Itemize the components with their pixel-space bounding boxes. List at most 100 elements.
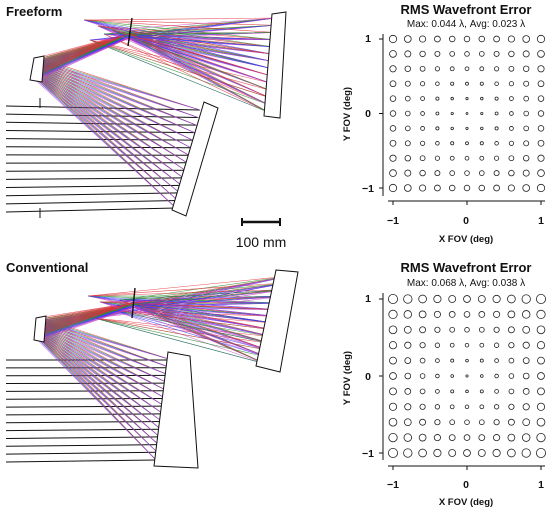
rms-marker xyxy=(536,432,546,443)
rms-marker xyxy=(403,325,412,334)
rms-marker xyxy=(404,95,411,102)
rms-marker xyxy=(536,447,547,458)
rms-marker xyxy=(536,402,546,411)
freeform-layout: Freeform 100 mm xyxy=(5,4,287,250)
rms-marker xyxy=(494,155,500,161)
rms-marker xyxy=(433,294,442,304)
rms-marker xyxy=(419,184,427,192)
rms-marker xyxy=(449,51,456,57)
rms-marker xyxy=(449,404,455,410)
rms-marker xyxy=(523,140,530,147)
rms-marker xyxy=(420,81,426,87)
rms-marker xyxy=(493,310,501,318)
rms-marker xyxy=(404,357,412,364)
rms-marker xyxy=(449,66,455,72)
rms-marker xyxy=(479,81,484,86)
freeform-aperture-stop xyxy=(127,17,133,47)
rms-marker xyxy=(448,311,456,318)
rms-marker xyxy=(388,183,398,193)
rms-marker xyxy=(435,126,440,131)
rms-marker xyxy=(464,170,470,176)
rms-marker xyxy=(404,169,412,177)
rms-marker xyxy=(404,341,412,349)
rms-marker xyxy=(523,125,530,132)
rms-marker xyxy=(433,448,442,458)
rms-marker xyxy=(494,126,499,131)
rms-marker xyxy=(404,140,411,147)
rms-marker xyxy=(463,35,471,43)
rms-marker xyxy=(463,434,471,441)
incoming-ray xyxy=(5,413,164,416)
conventional-layout: Conventional xyxy=(5,260,299,469)
rms-marker xyxy=(493,419,500,426)
rms-marker xyxy=(420,111,425,116)
rms-marker xyxy=(388,341,398,350)
rms-marker xyxy=(494,111,499,116)
rms-marker xyxy=(507,433,516,442)
rms-marker xyxy=(465,126,469,130)
rms-marker xyxy=(507,35,515,43)
rms-marker xyxy=(389,125,397,132)
rms-marker xyxy=(493,342,500,348)
rms-marker xyxy=(478,51,485,57)
rms-marker xyxy=(521,448,531,458)
incoming-ray xyxy=(5,436,160,439)
rms-marker xyxy=(434,342,441,348)
rms-marker xyxy=(435,389,440,394)
rms-marker xyxy=(404,155,411,162)
rms-marker xyxy=(478,184,486,192)
rms-marker xyxy=(508,388,515,395)
freeform-ray-bundle xyxy=(5,17,277,213)
chart-title: RMS Wavefront Error xyxy=(401,260,532,275)
rms-marker xyxy=(433,310,441,318)
rms-marker xyxy=(508,169,515,177)
rms-marker-grid xyxy=(387,293,547,458)
rms-marker xyxy=(522,341,530,349)
rms-marker xyxy=(448,449,457,457)
rms-marker xyxy=(478,326,485,333)
rms-marker xyxy=(537,169,545,177)
rms-marker xyxy=(450,81,455,86)
rms-marker xyxy=(388,34,398,44)
rms-marker xyxy=(434,155,440,161)
rms-marker xyxy=(464,155,470,161)
rms-marker xyxy=(465,97,469,101)
rms-marker xyxy=(537,387,545,396)
rms-marker xyxy=(493,404,500,410)
rms-marker xyxy=(478,35,486,43)
rms-marker xyxy=(435,141,440,146)
rms-marker xyxy=(387,293,398,304)
rms-marker xyxy=(508,65,515,72)
y-axis-label: Y FOV (deg) xyxy=(342,351,353,405)
rms-marker xyxy=(492,448,501,458)
reflected-ray xyxy=(35,19,272,209)
rms-marker xyxy=(522,35,531,43)
rms-marker xyxy=(465,141,469,146)
x-axis-label: X FOV (deg) xyxy=(439,234,493,245)
rms-marker xyxy=(478,170,485,176)
rms-marker xyxy=(435,111,440,116)
axis-ticks xyxy=(379,298,542,470)
rms-marker xyxy=(388,402,398,411)
rms-marker xyxy=(507,310,516,319)
rms-marker xyxy=(387,447,398,458)
chart-subtitle: Max: 0.068 λ, Avg: 0.038 λ xyxy=(407,278,525,289)
rms-marker xyxy=(419,373,426,379)
rms-marker xyxy=(478,434,486,441)
y-tick-label: 1 xyxy=(365,293,371,305)
incoming-ray xyxy=(5,199,178,205)
y-tick-label: −1 xyxy=(362,183,374,195)
rms-marker xyxy=(448,35,456,43)
rms-marker xyxy=(480,126,484,131)
rms-marker xyxy=(507,418,515,426)
rms-marker xyxy=(450,141,455,146)
rms-marker xyxy=(389,50,397,58)
rms-marker xyxy=(493,434,501,442)
rms-marker xyxy=(523,95,530,102)
rms-marker xyxy=(403,294,413,304)
rms-marker xyxy=(494,66,500,72)
rms-marker xyxy=(419,326,427,334)
rms-marker xyxy=(449,326,456,333)
rms-marker xyxy=(404,50,412,58)
rms-marker xyxy=(404,403,412,411)
